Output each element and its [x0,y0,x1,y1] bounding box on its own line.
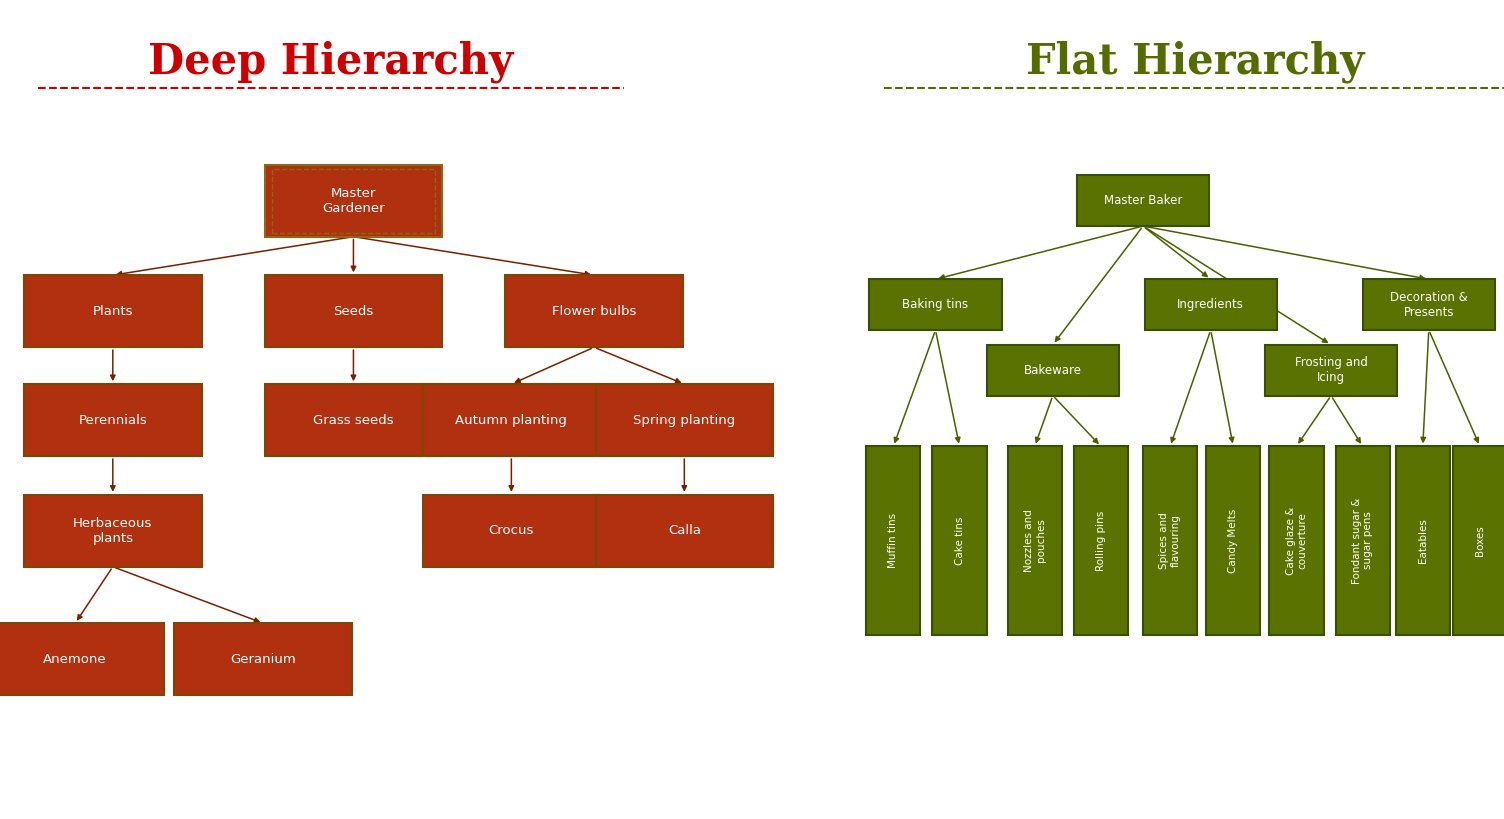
FancyBboxPatch shape [505,275,683,347]
Text: Spices and
flavouring: Spices and flavouring [1160,512,1181,569]
Text: Autumn planting: Autumn planting [456,414,567,427]
Text: Boxes: Boxes [1475,525,1484,556]
FancyBboxPatch shape [1008,446,1062,635]
Text: Herbaceous
plants: Herbaceous plants [74,517,152,545]
Text: Plants: Plants [93,305,132,318]
Text: Fondant sugar &
sugar pens: Fondant sugar & sugar pens [1352,497,1373,584]
Text: Decoration &
Presents: Decoration & Presents [1390,291,1468,319]
FancyBboxPatch shape [423,495,600,567]
Text: Master Baker: Master Baker [1104,194,1182,207]
FancyBboxPatch shape [932,446,987,635]
Text: Nozzles and
pouches: Nozzles and pouches [1024,509,1045,572]
Text: Crocus: Crocus [489,524,534,537]
FancyBboxPatch shape [1363,279,1495,330]
FancyBboxPatch shape [1074,446,1128,635]
Text: Spring planting: Spring planting [633,414,735,427]
Text: Cake tins: Cake tins [955,516,964,565]
FancyBboxPatch shape [265,275,442,347]
Text: Bakeware: Bakeware [1024,364,1081,377]
FancyBboxPatch shape [1145,279,1277,330]
FancyBboxPatch shape [174,623,352,695]
Text: Eatables: Eatables [1418,518,1427,563]
FancyBboxPatch shape [869,279,1002,330]
FancyBboxPatch shape [423,384,600,456]
FancyBboxPatch shape [1143,446,1197,635]
FancyBboxPatch shape [1077,175,1209,226]
FancyBboxPatch shape [24,384,202,456]
FancyBboxPatch shape [1453,446,1504,635]
Text: Baking tins: Baking tins [902,298,969,311]
Text: Rolling pins: Rolling pins [1096,510,1105,571]
Text: Anemone: Anemone [44,653,107,666]
FancyBboxPatch shape [1206,446,1260,635]
FancyBboxPatch shape [1265,345,1397,396]
FancyBboxPatch shape [24,275,202,347]
Text: Geranium: Geranium [230,653,296,666]
Text: Ingredients: Ingredients [1178,298,1244,311]
Text: Frosting and
Icing: Frosting and Icing [1295,356,1367,384]
FancyBboxPatch shape [1269,446,1324,635]
FancyBboxPatch shape [1336,446,1390,635]
Text: Flat Hierarchy: Flat Hierarchy [1026,40,1366,83]
FancyBboxPatch shape [265,165,442,237]
FancyBboxPatch shape [987,345,1119,396]
Text: Master
Gardener: Master Gardener [322,187,385,215]
Text: Seeds: Seeds [334,305,373,318]
Text: Perennials: Perennials [78,414,147,427]
FancyBboxPatch shape [596,384,773,456]
Text: Flower bulbs: Flower bulbs [552,305,636,318]
Text: Cake glaze &
couverture: Cake glaze & couverture [1286,506,1307,575]
FancyBboxPatch shape [0,623,164,695]
Text: Candy Melts: Candy Melts [1229,509,1238,572]
FancyBboxPatch shape [24,495,202,567]
FancyBboxPatch shape [866,446,920,635]
FancyBboxPatch shape [596,495,773,567]
Text: Deep Hierarchy: Deep Hierarchy [149,40,513,83]
Text: Muffin tins: Muffin tins [889,513,898,568]
Text: Grass seeds: Grass seeds [313,414,394,427]
Text: Calla: Calla [668,524,701,537]
FancyBboxPatch shape [1396,446,1450,635]
FancyBboxPatch shape [265,384,442,456]
